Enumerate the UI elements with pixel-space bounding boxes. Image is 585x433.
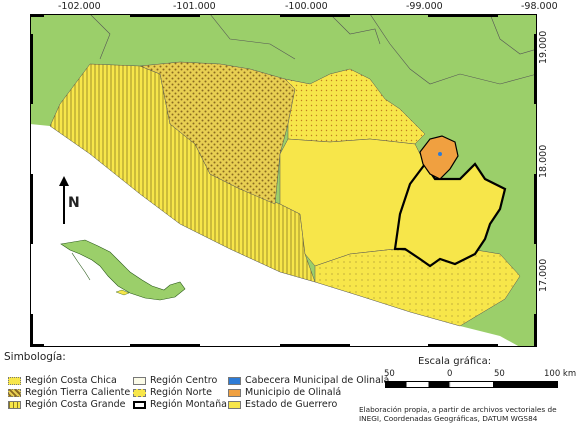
legend-swatch xyxy=(8,388,21,397)
legend-swatch xyxy=(228,388,241,397)
legend-title: Simbología: xyxy=(4,351,66,363)
legend-item: Región Costa Chica xyxy=(8,375,117,386)
legend-swatch xyxy=(8,376,21,385)
legend-swatch xyxy=(228,400,241,409)
north-label: N xyxy=(68,195,80,211)
legend-item: Región Centro xyxy=(133,375,217,386)
legend-swatch xyxy=(133,376,146,385)
legend-item: Municipio de Olinalá xyxy=(228,387,341,398)
legend-label: Estado de Guerrero xyxy=(245,399,338,410)
cabecera-olinala-marker xyxy=(438,152,442,156)
legend-swatch xyxy=(133,400,146,409)
map-frame xyxy=(30,14,537,347)
scale-bar xyxy=(385,381,558,388)
scale-label: 50 xyxy=(384,369,395,379)
legend-label: Región Costa Chica xyxy=(25,375,117,386)
legend-item: Región Costa Grande xyxy=(8,399,126,410)
mexico-inset-map xyxy=(60,239,186,301)
legend-label: Región Costa Grande xyxy=(25,399,126,410)
x-tick: -99.000 xyxy=(406,1,443,12)
legend-label: Cabecera Municipal de Olinalá xyxy=(245,375,390,386)
x-tick: -98.000 xyxy=(521,1,558,12)
credits-line-2: INEGI, Coordenadas Geográficas, DATUM WG… xyxy=(359,414,538,423)
legend-label: Municipio de Olinalá xyxy=(245,387,342,398)
legend-item: Región Montaña xyxy=(133,399,227,410)
y-tick: 19.000 xyxy=(538,30,549,64)
graticule-bar-left xyxy=(30,34,33,347)
x-tick: -100.000 xyxy=(285,1,328,12)
legend-label: Región Centro xyxy=(150,375,218,386)
region-montana xyxy=(393,162,507,268)
municipio-olinala xyxy=(419,135,459,180)
scale-label: 0 xyxy=(447,369,453,379)
graticule-bar-top xyxy=(30,14,498,17)
y-tick: 18.000 xyxy=(538,144,549,178)
graticule-bar-right xyxy=(534,34,537,347)
legend-label: Región Tierra Caliente xyxy=(25,387,131,398)
state-borders xyxy=(89,14,537,85)
credits-line-1: Elaboración propia, a partir de archivos… xyxy=(359,405,557,414)
legend-label: Región Montaña xyxy=(150,399,227,410)
legend-swatch xyxy=(133,388,146,397)
scale-label: 100 km xyxy=(544,369,577,379)
region-norte xyxy=(284,68,426,145)
credits-text: Elaboración propia, a partir de archivos… xyxy=(359,405,583,423)
scale-label: 50 xyxy=(494,369,505,379)
legend-item: Región Tierra Caliente xyxy=(8,387,130,398)
x-tick: -102.000 xyxy=(58,1,101,12)
x-tick: -101.000 xyxy=(173,1,216,12)
legend-item: Cabecera Municipal de Olinalá xyxy=(228,375,389,386)
legend-swatch xyxy=(228,376,241,385)
legend-label: Región Norte xyxy=(150,387,212,398)
north-arrow xyxy=(59,176,69,224)
legend-item: Región Norte xyxy=(133,387,212,398)
legend-item: Estado de Guerrero xyxy=(228,399,337,410)
legend-swatch xyxy=(8,400,21,409)
y-tick: 17.000 xyxy=(538,258,549,292)
graticule-bar-bottom xyxy=(30,344,498,347)
scale-title: Escala gráfica: xyxy=(418,356,492,367)
